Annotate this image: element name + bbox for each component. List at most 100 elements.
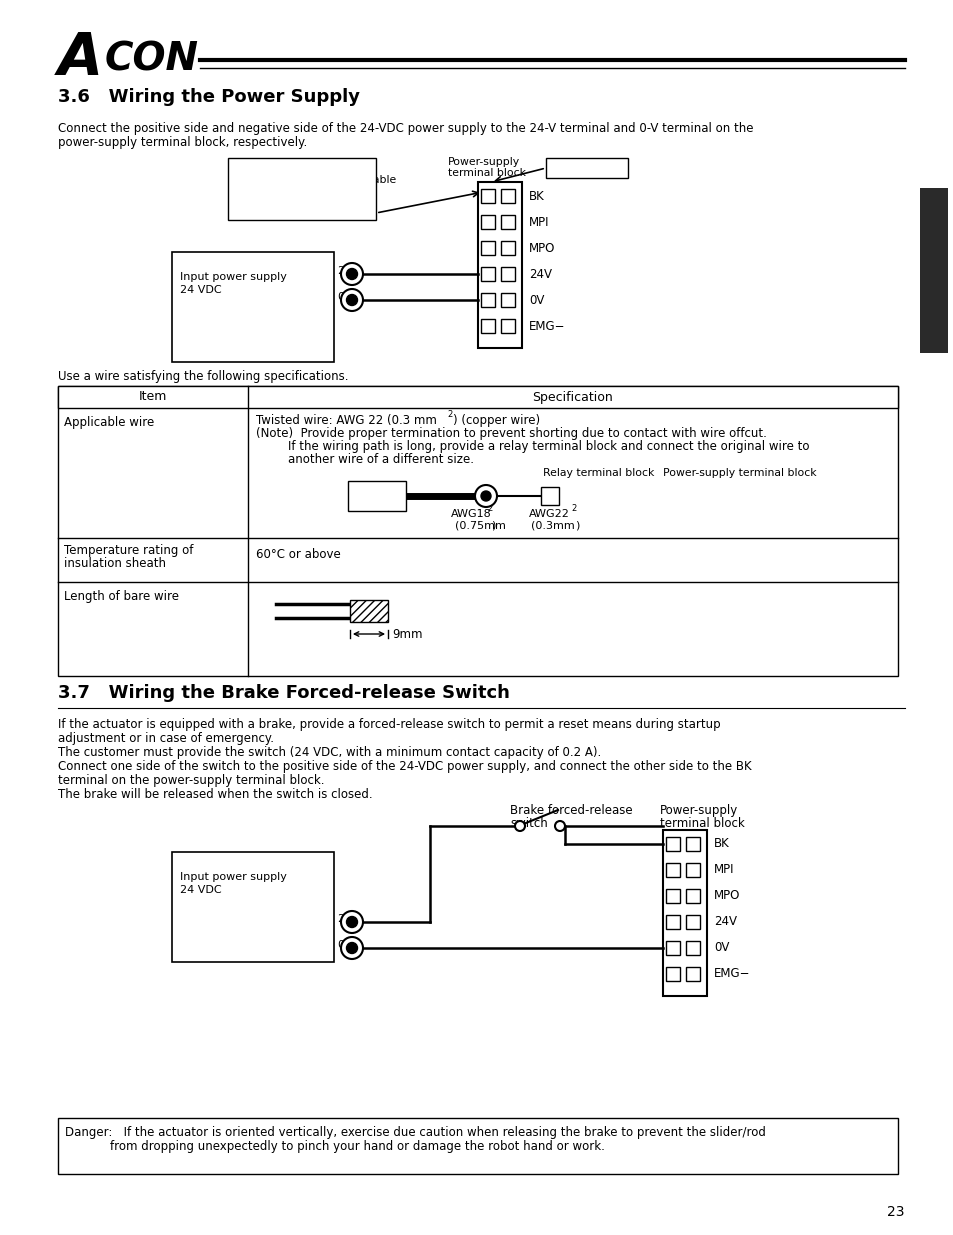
Bar [500,293,515,308]
Text: CON: CON [105,40,199,78]
Circle shape [340,289,363,311]
Text: Power-supply terminal block: Power-supply terminal block [662,468,816,478]
Bar [685,837,700,851]
Bar [500,189,515,203]
Circle shape [346,916,357,927]
Text: terminal block: terminal block [659,818,744,830]
Bar [540,487,558,505]
Text: 3. Installation and Wiring: 3. Installation and Wiring [928,200,938,340]
Text: AWG18: AWG18 [451,509,491,519]
Bar [665,837,679,851]
Text: 24V: 24V [713,915,737,929]
Circle shape [340,911,363,932]
Text: AWG22: AWG22 [529,509,569,519]
Text: Connect the positive side and negative side of the 24-VDC power supply to the 24: Connect the positive side and negative s… [58,122,753,135]
Text: 2: 2 [486,504,492,513]
Text: ) (copper wire): ) (copper wire) [453,414,539,427]
Bar [685,941,700,955]
Text: screwdriver to open the cable: screwdriver to open the cable [233,175,395,185]
Text: Specification: Specification [532,390,613,404]
Circle shape [515,821,524,831]
Text: EMG−: EMG− [713,967,750,981]
Text: inlet.: inlet. [233,186,260,198]
Bar [480,189,495,203]
Bar [500,241,515,254]
Bar [500,267,515,282]
Text: terminal on the power-supply terminal block.: terminal on the power-supply terminal bl… [58,774,324,787]
Text: MPO: MPO [713,889,740,903]
Text: supply: supply [362,499,392,508]
Text: 0V: 0V [713,941,729,955]
Text: Temperature rating of: Temperature rating of [64,543,193,557]
Text: 3.7   Wiring the Brake Forced-release Switch: 3.7 Wiring the Brake Forced-release Swit… [58,684,509,701]
Text: Danger:   If the actuator is oriented vertically, exercise due caution when rele: Danger: If the actuator is oriented vert… [65,1126,765,1139]
Bar [665,889,679,903]
Text: Brake forced-release: Brake forced-release [510,804,632,818]
Circle shape [340,937,363,960]
Text: Input power supply: Input power supply [180,272,287,282]
Text: 0V: 0V [336,940,352,950]
Text: Use a wire satisfying the following specifications.: Use a wire satisfying the following spec… [58,370,348,383]
Text: MPI: MPI [713,863,734,877]
Circle shape [555,821,564,831]
Bar [500,319,515,333]
Circle shape [480,492,491,501]
Text: 24V: 24V [529,268,552,280]
Text: Item: Item [139,390,167,404]
Text: 24V: 24V [336,914,358,924]
Text: Input power: Input power [350,489,404,498]
Circle shape [346,294,357,305]
Bar [685,967,700,981]
Text: 0V: 0V [336,291,352,303]
Text: 9mm: 9mm [392,629,422,641]
Text: (0.3mm: (0.3mm [531,520,574,530]
Text: 24V: 24V [336,266,358,275]
Bar [480,319,495,333]
Text: Power-supply: Power-supply [659,804,738,818]
Text: If the wiring path is long, provide a relay terminal block and connect the origi: If the wiring path is long, provide a re… [288,440,809,453]
Bar [172,252,334,362]
Text: MPO: MPO [529,242,555,254]
Text: (0.75mm: (0.75mm [455,520,505,530]
Text: BK: BK [713,837,729,851]
Text: another wire of a different size.: another wire of a different size. [288,453,474,466]
Circle shape [340,263,363,285]
Text: A: A [58,30,103,86]
Circle shape [346,268,357,279]
Text: 0V: 0V [529,294,544,306]
Bar [477,182,521,348]
Text: from dropping unexpectedly to pinch your hand or damage the robot hand or work.: from dropping unexpectedly to pinch your… [65,1140,604,1153]
Text: 3.6   Wiring the Power Supply: 3.6 Wiring the Power Supply [58,88,359,106]
Text: 24 VDC: 24 VDC [180,885,221,895]
Text: Connect one side of the switch to the positive side of the 24-VDC power supply, : Connect one side of the switch to the po… [58,760,751,773]
Text: The brake will be released when the switch is closed.: The brake will be released when the swit… [58,788,373,802]
Bar [58,1118,897,1174]
Text: Push with a flat-head: Push with a flat-head [233,163,348,173]
Bar [665,941,679,955]
Bar [480,293,495,308]
Bar [350,600,388,622]
Text: switch: switch [510,818,547,830]
Text: power-supply terminal block, respectively.: power-supply terminal block, respectivel… [58,136,307,149]
Text: ): ) [491,520,495,530]
Bar [919,188,947,353]
Text: BK: BK [529,189,544,203]
Bar [665,863,679,877]
Text: 2: 2 [571,504,576,513]
Bar [662,830,706,995]
Text: If the actuator is equipped with a brake, provide a forced-release switch to per: If the actuator is equipped with a brake… [58,718,720,731]
Text: 23: 23 [886,1205,904,1219]
Bar [480,215,495,228]
Bar [58,387,897,408]
Text: Power-supply: Power-supply [448,157,519,167]
Text: Twisted wire: AWG 22 (0.3 mm: Twisted wire: AWG 22 (0.3 mm [255,414,436,427]
Bar [480,267,495,282]
Text: EMG−: EMG− [529,320,565,332]
Bar [228,158,375,220]
Text: Applicable wire: Applicable wire [64,416,154,429]
Bar [665,915,679,929]
Text: 60°C or above: 60°C or above [255,548,340,561]
Text: 24 VDC: 24 VDC [180,285,221,295]
Text: Length of bare wire: Length of bare wire [64,590,179,603]
Bar [665,967,679,981]
